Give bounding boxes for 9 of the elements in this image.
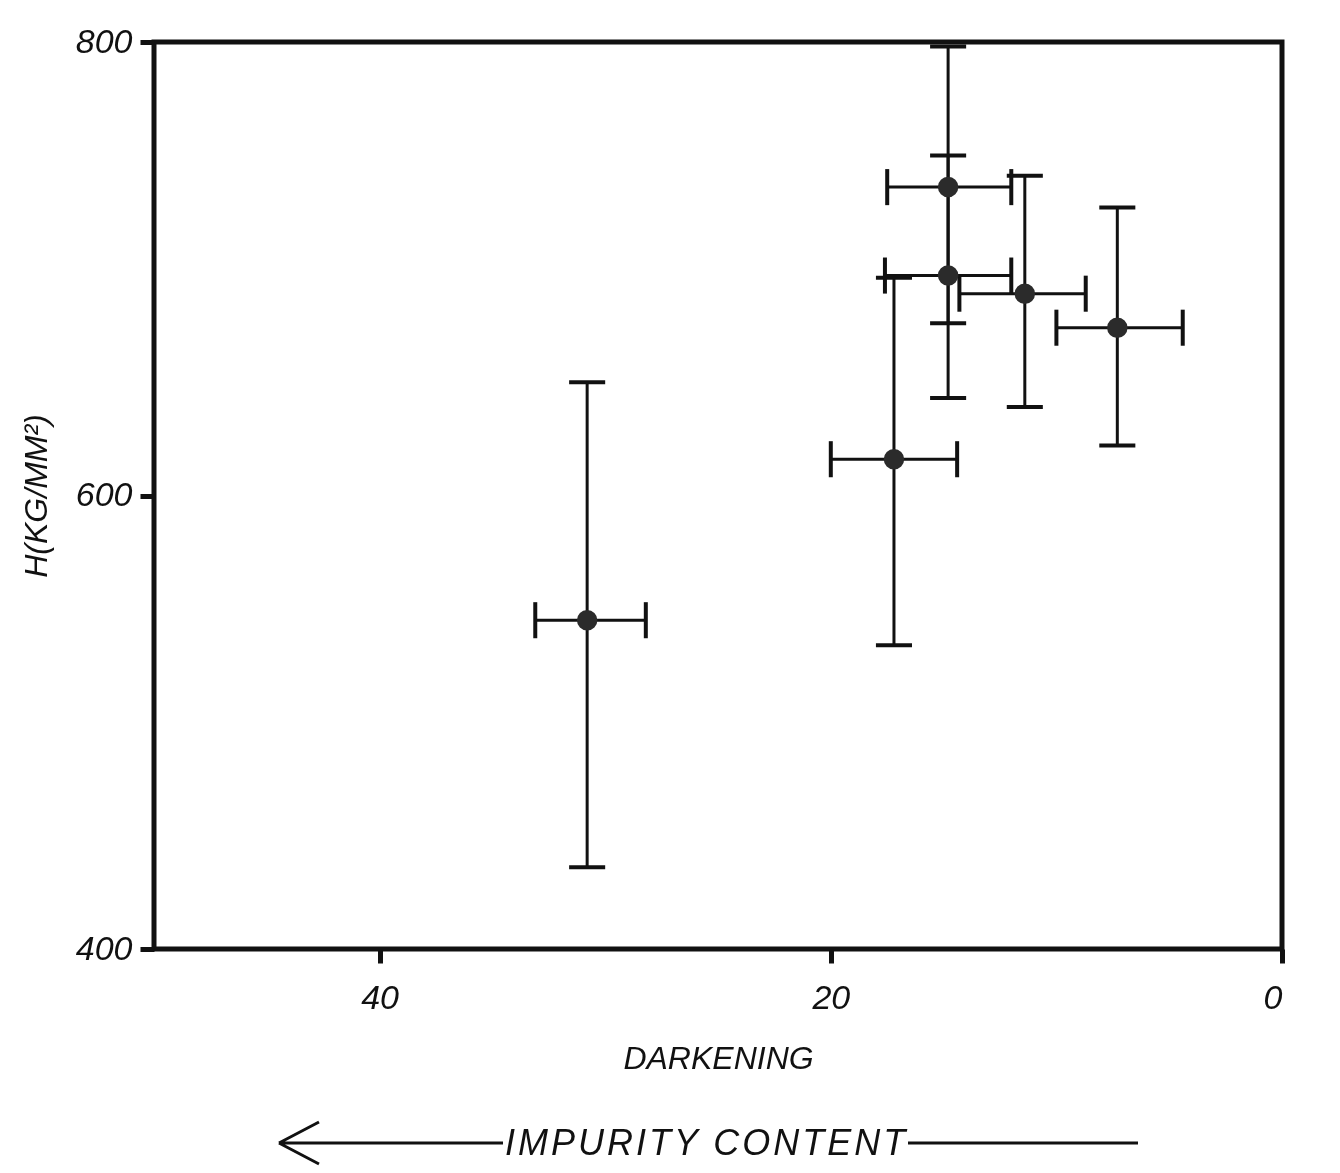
y-axis-title: H(KG/MM²) (17, 414, 54, 578)
text: IMPURITY CONTENT (505, 1122, 909, 1164)
x-axis-title: DARKENING (623, 1039, 814, 1076)
x-tick-label: 20 (811, 977, 851, 1016)
y-tick-label: 600 (75, 475, 133, 513)
y-tick-label: 800 (75, 21, 133, 60)
y-tick-label: 400 (75, 928, 133, 967)
x-tick-label: 0 (1263, 977, 1283, 1016)
x-tick-label: 40 (361, 977, 400, 1016)
